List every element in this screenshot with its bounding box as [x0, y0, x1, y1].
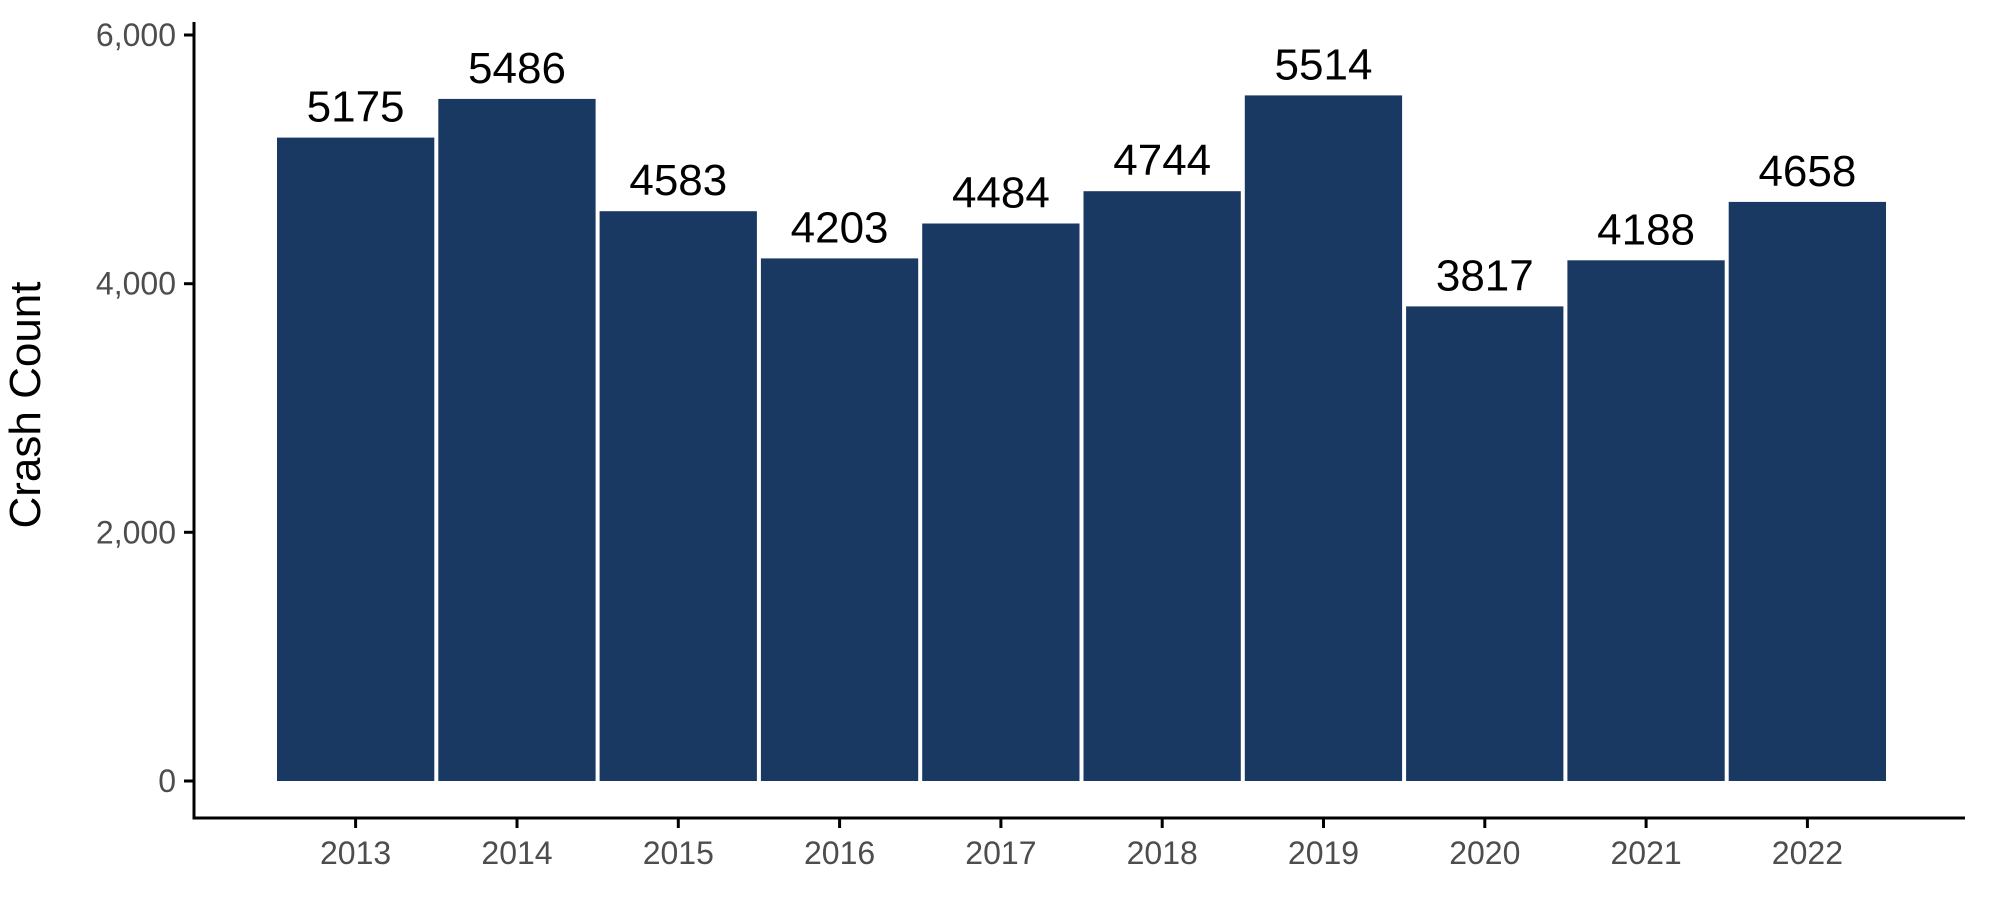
x-tick-label-2016: 2016: [804, 835, 875, 871]
x-axis: 2013 2014 2015 2016 2017 2018 2019 2020 2021 2022: [192, 816, 1965, 871]
bar-2021: [1567, 260, 1725, 781]
data-label-2019: 5514: [1275, 40, 1373, 89]
bar-2015: [599, 211, 757, 781]
bar-2019: [1244, 95, 1403, 781]
data-label-2017: 4484: [952, 169, 1050, 218]
x-tick-label-2022: 2022: [1772, 835, 1843, 871]
x-tick-label-2013: 2013: [320, 835, 391, 871]
bar-2020: [1406, 306, 1564, 781]
data-label-2022: 4658: [1758, 147, 1856, 196]
bar-2013: [277, 137, 435, 782]
data-label-2013: 5175: [307, 83, 405, 132]
x-tick-label-2014: 2014: [481, 835, 552, 871]
bars-group: [277, 95, 1886, 782]
y-tick-label: 2,000: [96, 514, 176, 550]
bar-2014: [438, 98, 596, 781]
data-label-2016: 4203: [791, 203, 889, 252]
x-tick-label-2020: 2020: [1449, 835, 1520, 871]
bar-2016: [760, 258, 919, 781]
bar-2022: [1728, 201, 1886, 781]
data-label-2014: 5486: [468, 44, 566, 93]
y-tick-label: 4,000: [96, 266, 176, 302]
y-tick-label: 0: [158, 763, 176, 799]
x-tick-label-2015: 2015: [643, 835, 714, 871]
data-label-2015: 4583: [629, 156, 727, 205]
y-axis-title: Crash Count: [1, 281, 50, 528]
bar-2017: [922, 223, 1080, 781]
x-tick-label-2018: 2018: [1127, 835, 1198, 871]
data-label-2021: 4188: [1597, 205, 1695, 254]
x-tick-label-2019: 2019: [1288, 835, 1359, 871]
x-tick-label-2017: 2017: [965, 835, 1036, 871]
bar-2018: [1083, 191, 1241, 781]
y-tick-label: 6,000: [96, 17, 176, 53]
x-ticks-group: 2013 2014 2015 2016 2017 2018 2019 2020 2021 2022: [320, 818, 1843, 871]
y-axis: 0 2,000 4,000 6,000: [96, 17, 196, 820]
data-label-2020: 3817: [1436, 251, 1534, 300]
data-labels-group: 5175 5486 4583 4203 4484 4744 5514 3817 4188 4658: [307, 40, 1857, 300]
y-ticks-group: 0 2,000 4,000 6,000: [96, 17, 194, 799]
x-tick-label-2021: 2021: [1611, 835, 1682, 871]
data-label-2018: 4744: [1113, 136, 1211, 185]
